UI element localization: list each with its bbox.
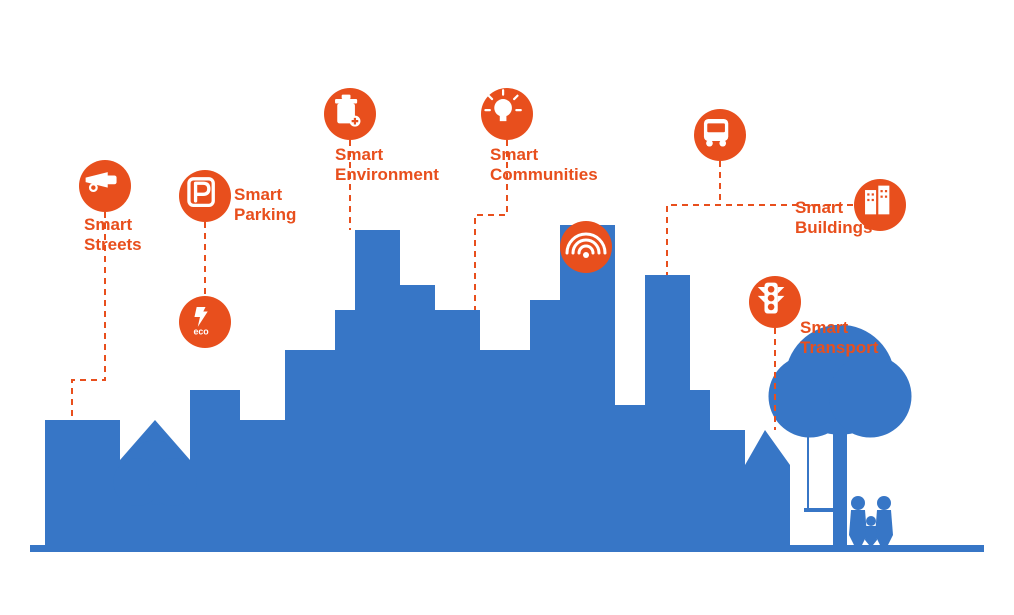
building-icon-buildings: [854, 179, 906, 231]
bus-icon-buildings: [694, 109, 746, 161]
traffic-icon-transport: [749, 276, 801, 328]
infographic-stage: { "type": "infographic", "canvas": { "wi…: [0, 0, 1014, 615]
bulb-icon-communities: [481, 88, 533, 140]
trash-icon-environment: [324, 88, 376, 140]
label-environment: Smart Environment: [335, 145, 439, 184]
svg-text:eco: eco: [193, 327, 209, 337]
label-parking: Smart Parking: [234, 185, 296, 224]
label-communities: Smart Communities: [490, 145, 598, 184]
eco-icon-parking: eco: [179, 296, 231, 348]
camera-icon-streets: [79, 160, 131, 212]
label-transport: Smart Transport: [800, 318, 878, 357]
label-streets: Smart Streets: [84, 215, 142, 254]
parking-icon-parking: [179, 170, 231, 222]
